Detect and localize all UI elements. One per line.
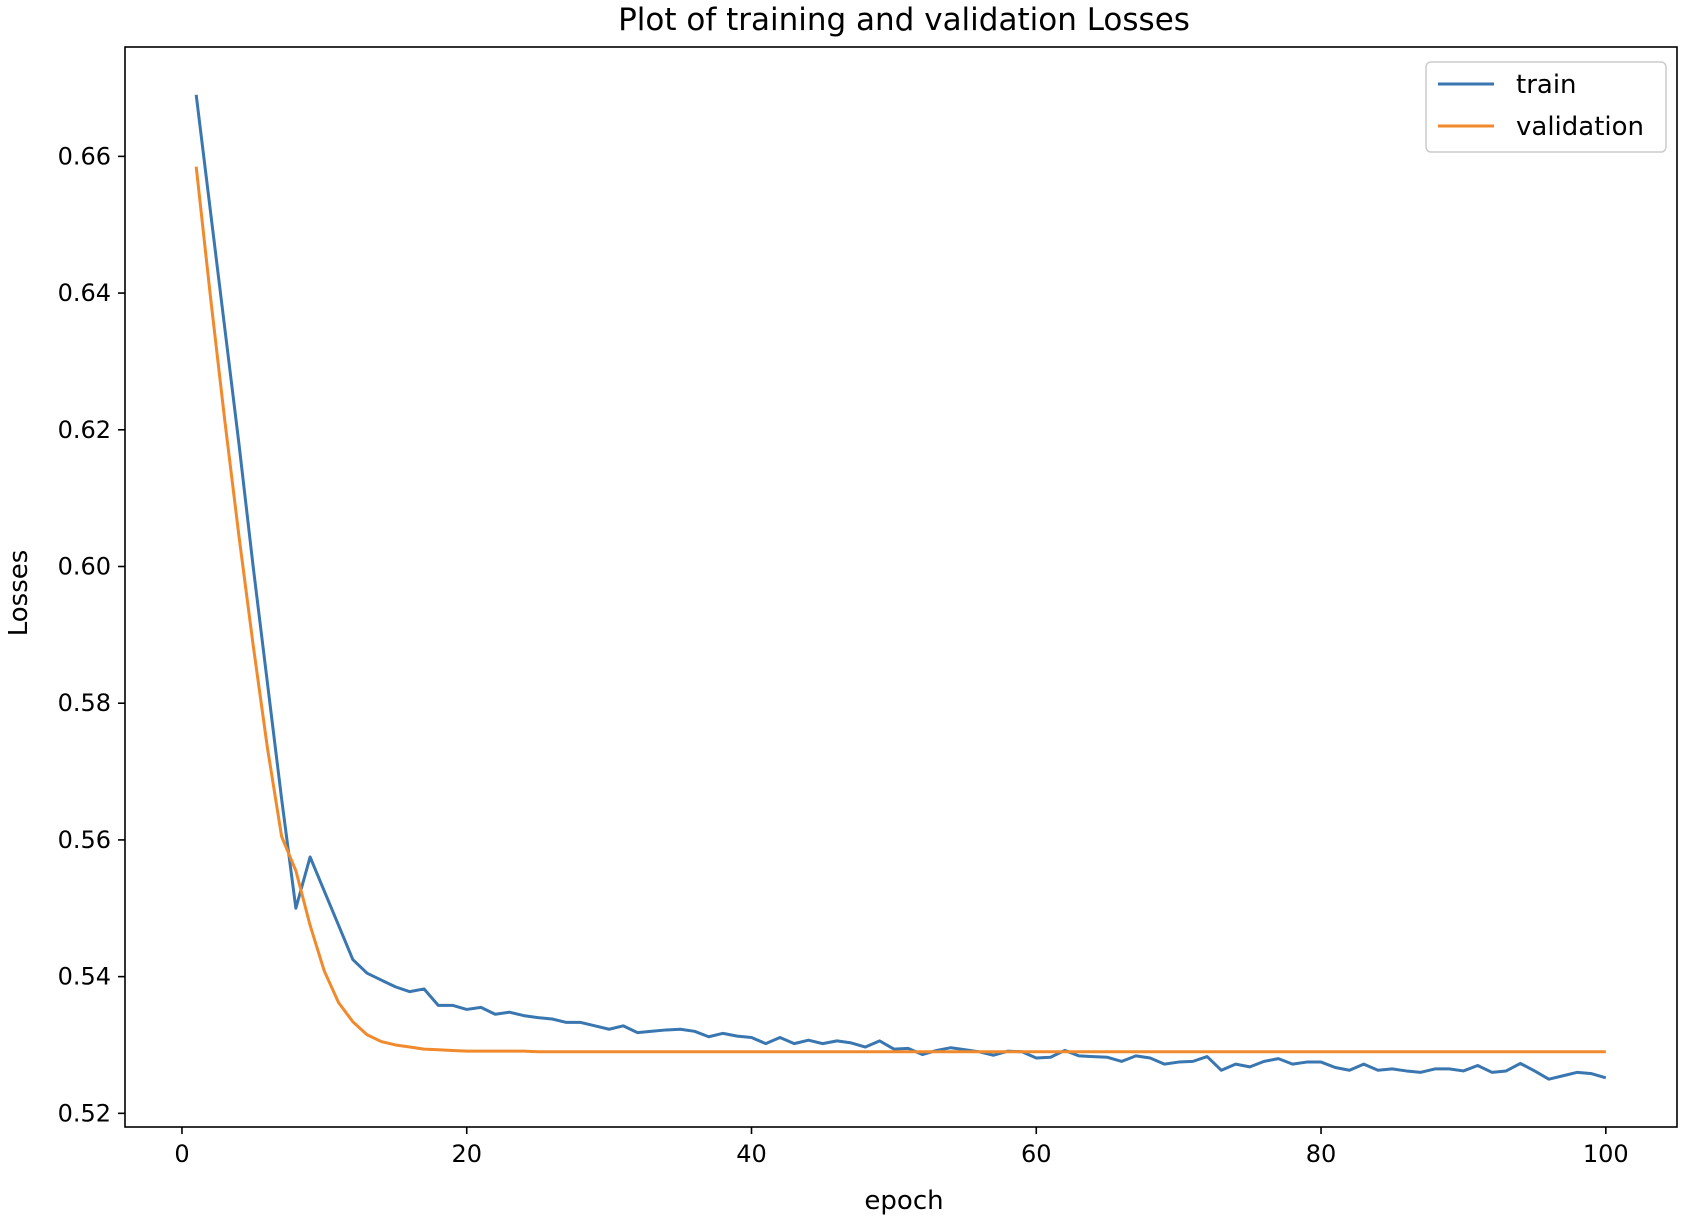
x-axis-label: epoch: [864, 1186, 943, 1216]
y-tick-label: 0.60: [58, 552, 111, 580]
y-tick-label: 0.52: [58, 1099, 111, 1127]
y-tick-label: 0.58: [58, 689, 111, 717]
legend-label-validation: validation: [1516, 112, 1644, 142]
x-axis: 0 20 40 60 80 100: [174, 1127, 1629, 1168]
x-tick-label: 80: [1306, 1140, 1337, 1168]
x-tick-label: 100: [1583, 1140, 1629, 1168]
y-tick-label: 0.56: [58, 826, 111, 854]
x-tick-label: 0: [174, 1140, 189, 1168]
legend: train validation: [1425, 61, 1667, 153]
series-line-train: [194, 94, 1607, 1081]
plot-area: [124, 46, 1678, 1128]
series-line-validation: [194, 166, 1606, 1054]
y-tick-label: 0.62: [58, 416, 111, 444]
series-layer: [194, 94, 1607, 1081]
y-tick-label: 0.64: [58, 279, 111, 307]
x-tick-label: 40: [736, 1140, 767, 1168]
y-axis-label: Losses: [4, 550, 34, 637]
legend-label-train: train: [1516, 70, 1577, 100]
x-tick-label: 60: [1021, 1140, 1052, 1168]
y-tick-label: 0.54: [58, 963, 111, 991]
y-axis: 0.52 0.54 0.56 0.58 0.60 0.62 0.64 0.66: [58, 142, 125, 1127]
y-tick-label: 0.66: [58, 142, 111, 170]
x-tick-label: 20: [451, 1140, 482, 1168]
plot-frame: [124, 46, 1678, 1128]
chart-title: Plot of training and validation Losses: [618, 2, 1190, 38]
